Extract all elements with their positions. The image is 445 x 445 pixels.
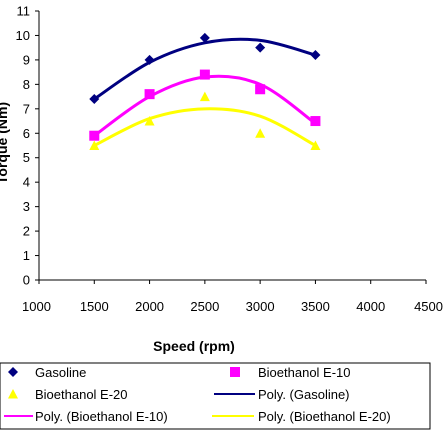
legend-label: Gasoline [35, 365, 86, 380]
legend: Gasoline Bioethanol E-10 Bioethanol E-20 Po… [0, 362, 431, 430]
x-tick-label: 2000 [135, 299, 164, 314]
data-point [199, 69, 210, 80]
plot-area [38, 11, 426, 281]
data-point [255, 128, 266, 138]
data-point [310, 140, 321, 150]
x-axis-ticks: 1000 1500 2000 2500 3000 3500 4000 4500 [22, 280, 443, 314]
data-point [310, 116, 321, 127]
y-tick-label: 4 [23, 175, 30, 190]
x-tick-label: 3500 [301, 299, 330, 314]
y-tick-label: 5 [23, 150, 30, 165]
y-axis-ticks: 0 1 2 3 4 5 6 7 8 9 10 11 [16, 4, 39, 288]
legend-box [0, 362, 431, 430]
trendline [93, 107, 317, 147]
y-tick-label: 11 [17, 4, 31, 19]
data-point [89, 130, 100, 141]
x-tick-label: 4000 [356, 299, 385, 314]
y-tick-label: 2 [23, 224, 30, 239]
y-tick-label: 0 [23, 273, 30, 288]
legend-marker [230, 367, 240, 377]
legend-label: Poly. (Bioethanol E-10) [35, 409, 168, 424]
trendline [93, 37, 316, 101]
data-point [199, 91, 210, 102]
x-tick-label: 4500 [414, 299, 443, 314]
data-point [144, 116, 155, 126]
legend-label: Poly. (Gasoline) [258, 387, 350, 402]
legend-marker [8, 389, 18, 399]
x-tick-label: 3000 [246, 299, 275, 314]
y-tick-label: 3 [23, 199, 30, 214]
data-point [310, 50, 321, 61]
x-axis-title: Speed (rpm) [153, 338, 235, 354]
y-axis-title: Torque (Nm) [0, 102, 10, 184]
y-tick-label: 6 [23, 126, 30, 141]
y-tick-label: 8 [23, 77, 30, 92]
y-tick-label: 1 [23, 248, 30, 263]
legend-label: Bioethanol E-20 [35, 387, 128, 402]
data-point [255, 42, 266, 53]
legend-label: Poly. (Bioethanol E-20) [258, 409, 391, 424]
y-tick-label: 10 [16, 28, 30, 43]
x-tick-label: 1000 [22, 299, 51, 314]
x-tick-label: 1500 [80, 299, 109, 314]
data-point [144, 89, 155, 100]
legend-label: Bioethanol E-10 [258, 365, 351, 380]
data-point [199, 32, 210, 43]
x-tick-label: 2500 [190, 299, 219, 314]
y-tick-label: 9 [23, 52, 30, 67]
data-point [89, 94, 100, 105]
data-point [89, 140, 100, 150]
data-point [144, 54, 155, 65]
data-markers [89, 32, 321, 150]
legend-marker [8, 367, 18, 377]
y-tick-label: 7 [23, 101, 30, 116]
data-point [255, 84, 266, 95]
